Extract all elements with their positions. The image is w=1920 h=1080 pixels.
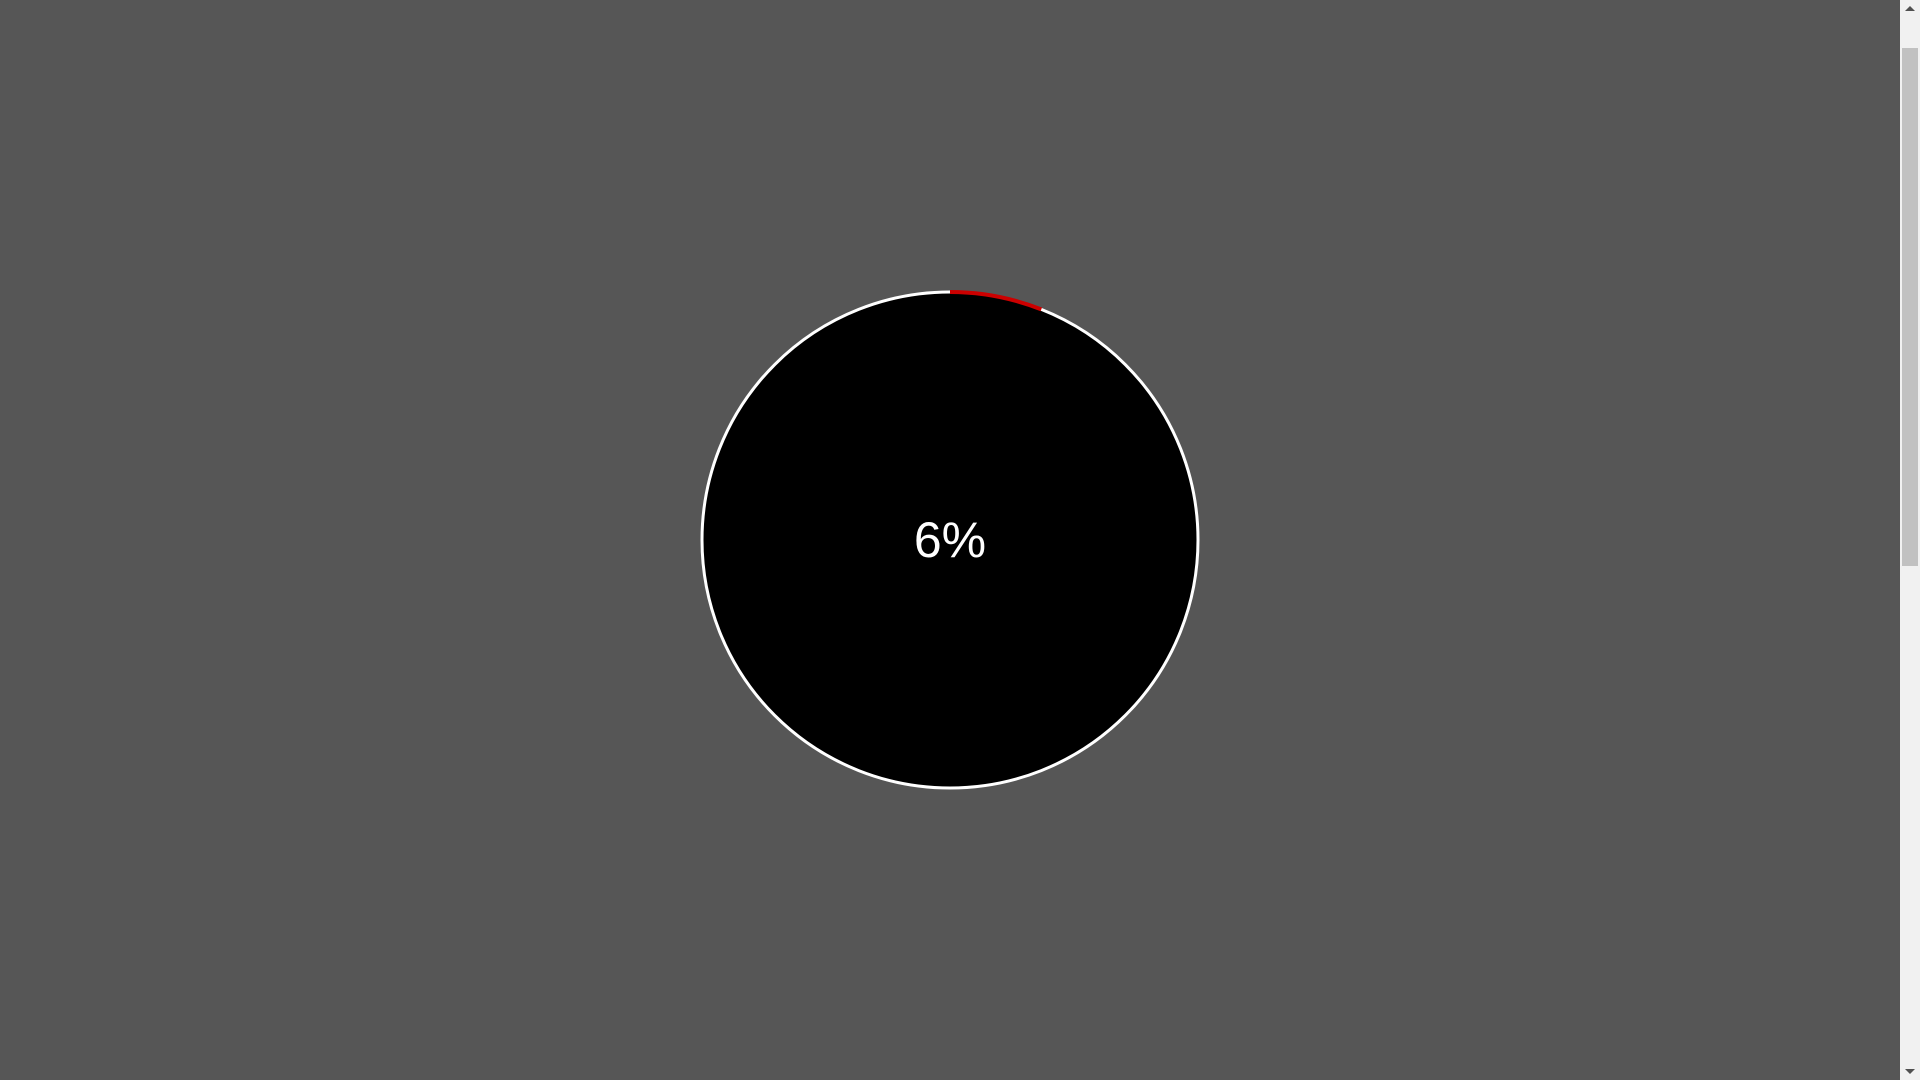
progress-percentage-label: 6% (913, 512, 987, 568)
triangle-down-icon (1905, 1069, 1915, 1074)
progress-arc (949, 290, 1043, 312)
scroll-up-button[interactable] (1900, 0, 1920, 17)
circular-progress: 6% (700, 290, 1200, 790)
scroll-down-button[interactable] (1900, 1063, 1920, 1080)
scroll-thumb[interactable] (1902, 48, 1918, 566)
triangle-up-icon (1905, 6, 1915, 11)
progress-ring-svg (700, 290, 1200, 790)
vertical-scrollbar[interactable] (1900, 0, 1920, 1080)
